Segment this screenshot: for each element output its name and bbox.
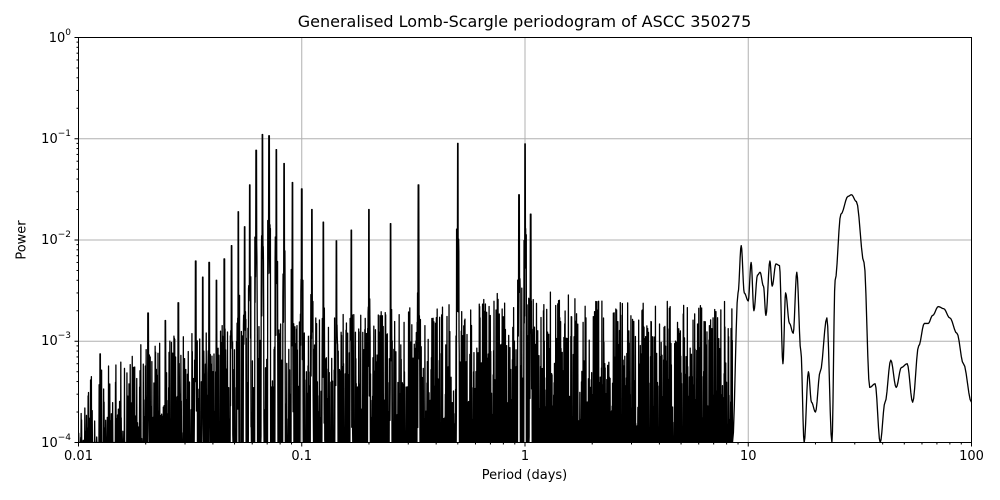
y-tick-label: 10−3	[41, 331, 71, 350]
y-tick-label: 100	[48, 27, 71, 46]
y-tick-label: 10−4	[41, 432, 71, 451]
periodogram-path	[78, 133, 972, 443]
x-tick-label: 1	[520, 449, 530, 464]
x-tick-label: 10	[739, 449, 757, 464]
chart-title: Generalised Lomb-Scargle periodogram of …	[297, 12, 752, 31]
y-axis-label: Power	[14, 220, 30, 260]
x-tick-label: 100	[959, 449, 984, 464]
x-tick-label: 0.01	[64, 449, 93, 464]
x-axis-label: Period (days)	[481, 468, 568, 483]
axes-frame	[78, 37, 972, 443]
y-tick-label: 10−1	[41, 128, 71, 147]
x-tick-label: 0.1	[291, 449, 313, 464]
y-tick-label: 10−2	[41, 229, 71, 249]
periodogram-line	[78, 133, 972, 443]
